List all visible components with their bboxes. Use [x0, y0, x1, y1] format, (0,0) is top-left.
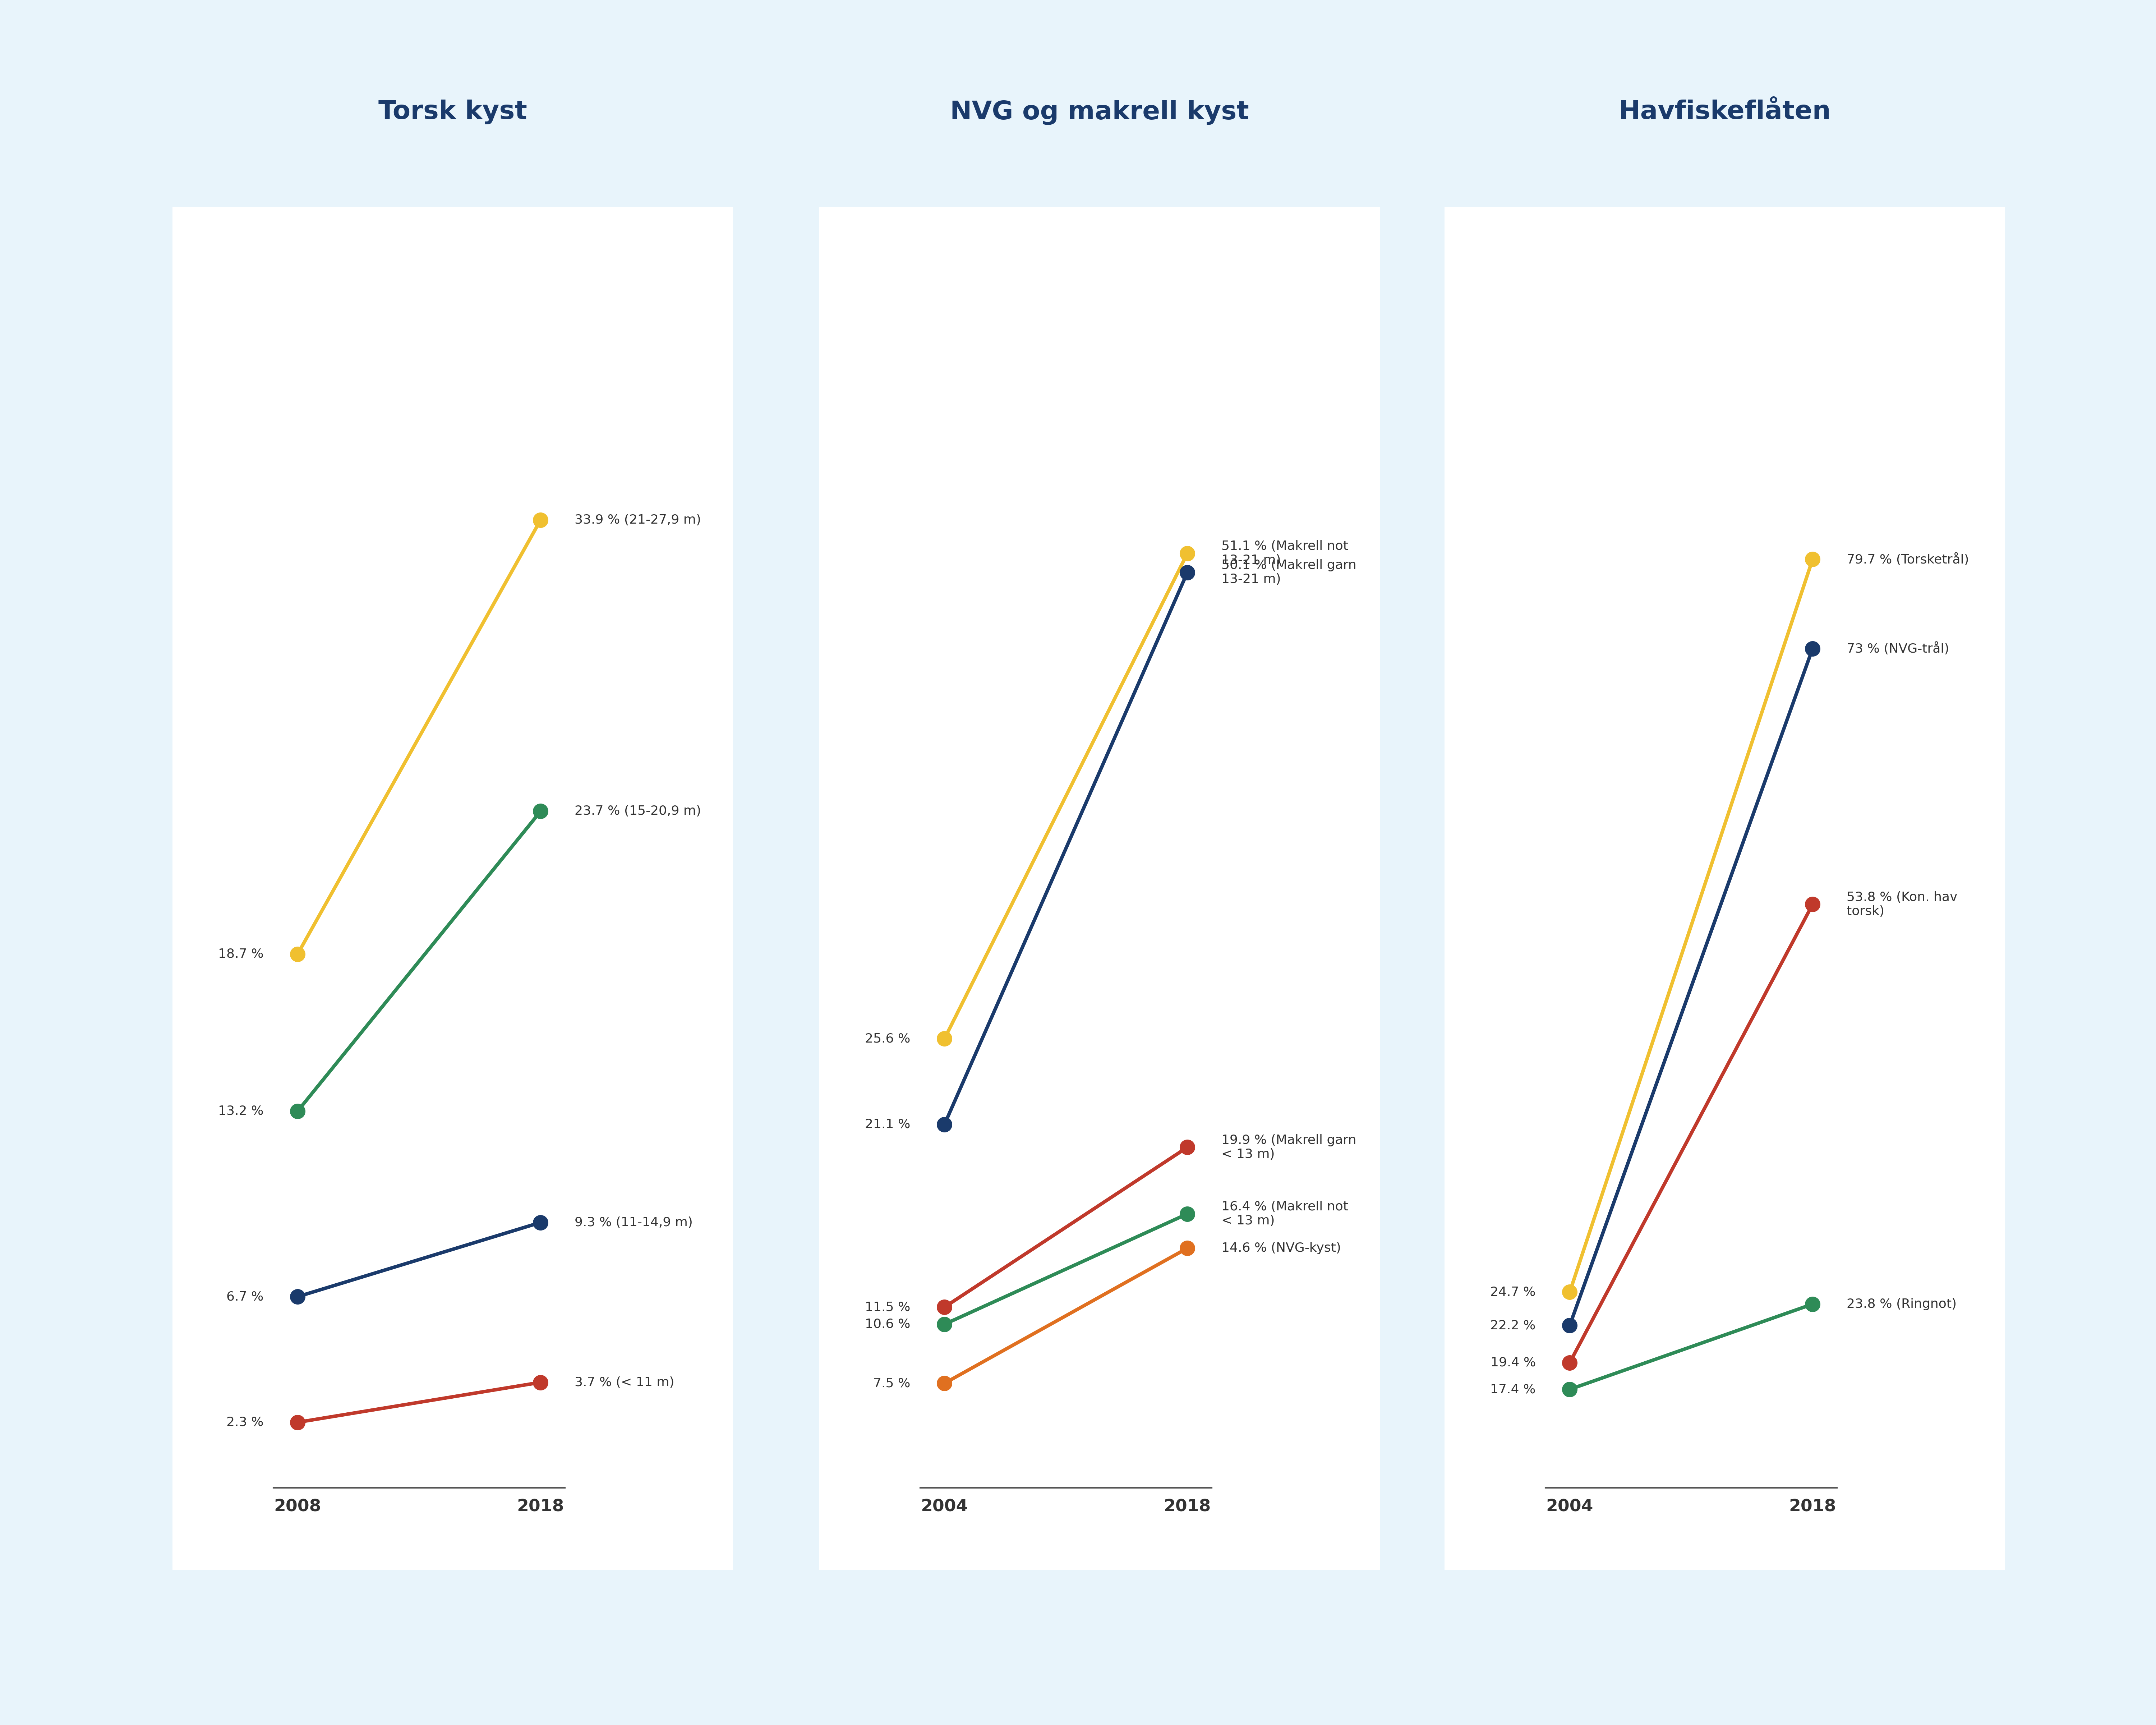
Text: 17.4 %: 17.4 %	[1490, 1383, 1535, 1396]
Point	[280, 940, 315, 968]
Text: 2.3 %: 2.3 %	[226, 1416, 263, 1428]
Text: 6.7 %: 6.7 %	[226, 1290, 263, 1302]
Text: 19.9 % (Makrell garn
< 13 m): 19.9 % (Makrell garn < 13 m)	[1222, 1133, 1356, 1161]
Point	[1552, 1349, 1587, 1377]
Text: 50.1 % (Makrell garn
13-21 m): 50.1 % (Makrell garn 13-21 m)	[1222, 559, 1356, 585]
Text: 22.2 %: 22.2 %	[1490, 1320, 1535, 1332]
Point	[280, 1409, 315, 1437]
Text: 33.9 % (21-27,9 m): 33.9 % (21-27,9 m)	[576, 514, 701, 526]
Text: 14.6 % (NVG-kyst): 14.6 % (NVG-kyst)	[1222, 1242, 1341, 1254]
Text: 13.2 %: 13.2 %	[218, 1106, 263, 1118]
Text: 7.5 %: 7.5 %	[873, 1377, 910, 1389]
Point	[1796, 1290, 1830, 1318]
Point	[280, 1283, 315, 1311]
Point	[1552, 1311, 1587, 1339]
Text: 51.1 % (Makrell not
13-21 m): 51.1 % (Makrell not 13-21 m)	[1222, 540, 1348, 566]
Point	[280, 1097, 315, 1125]
Text: 24.7 %: 24.7 %	[1490, 1287, 1535, 1299]
Text: 9.3 % (11-14,9 m): 9.3 % (11-14,9 m)	[576, 1216, 692, 1228]
Point	[927, 1311, 962, 1339]
Text: 23.7 % (15-20,9 m): 23.7 % (15-20,9 m)	[576, 806, 701, 818]
Point	[1171, 540, 1205, 568]
Point	[1552, 1375, 1587, 1402]
Text: 16.4 % (Makrell not
< 13 m): 16.4 % (Makrell not < 13 m)	[1222, 1201, 1348, 1226]
Text: Torsk kyst: Torsk kyst	[379, 100, 526, 124]
Text: NVG og makrell kyst: NVG og makrell kyst	[951, 100, 1248, 124]
Point	[1171, 1201, 1205, 1228]
Text: 53.8 % (Kon. hav
torsk): 53.8 % (Kon. hav torsk)	[1848, 892, 1958, 918]
Text: 23.8 % (Ringnot): 23.8 % (Ringnot)	[1848, 1297, 1958, 1311]
Text: 73 % (NVG-trål): 73 % (NVG-trål)	[1848, 642, 1949, 656]
Text: 11.5 %: 11.5 %	[865, 1301, 910, 1313]
Point	[1552, 1278, 1587, 1306]
Text: 25.6 %: 25.6 %	[865, 1033, 910, 1045]
Text: 79.7 % (Torsketrål): 79.7 % (Torsketrål)	[1848, 552, 1968, 566]
Point	[927, 1370, 962, 1397]
Point	[927, 1294, 962, 1321]
Point	[1796, 635, 1830, 662]
Point	[1171, 1235, 1205, 1263]
Point	[1171, 559, 1205, 586]
Text: 18.7 %: 18.7 %	[218, 949, 263, 961]
Text: 21.1 %: 21.1 %	[865, 1118, 910, 1130]
Point	[524, 797, 558, 825]
Point	[1796, 890, 1830, 918]
Point	[524, 1209, 558, 1237]
Text: 10.6 %: 10.6 %	[865, 1318, 910, 1330]
Point	[1171, 1133, 1205, 1161]
Point	[927, 1025, 962, 1052]
Point	[524, 505, 558, 533]
Point	[927, 1111, 962, 1139]
Text: 19.4 %: 19.4 %	[1490, 1356, 1535, 1370]
Point	[524, 1368, 558, 1396]
Text: Havfiskeflåten: Havfiskeflåten	[1619, 100, 1830, 124]
Text: 3.7 % (< 11 m): 3.7 % (< 11 m)	[576, 1377, 675, 1389]
Point	[1796, 545, 1830, 573]
